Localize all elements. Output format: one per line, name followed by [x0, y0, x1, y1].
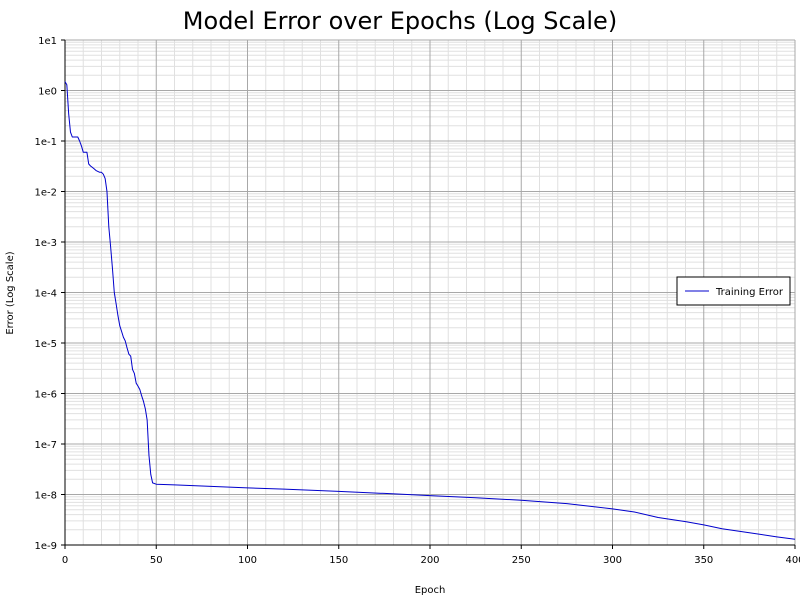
x-tick-label: 250 — [512, 555, 531, 566]
x-axis-ticks: 0 50 100 150 200 250 300 350 400 — [62, 545, 800, 566]
y-axis-ticks: 1e1 1e0 1e-1 1e-2 1e-3 1e-4 1e-5 1e-6 1e-7 1e-8 1e… — [35, 36, 65, 552]
y-axis-label: Error (Log Scale) — [5, 251, 16, 334]
x-tick-label: 50 — [150, 555, 163, 566]
legend-label: Training Error — [715, 287, 784, 298]
y-tick-label: 1e-9 — [35, 541, 58, 552]
y-tick-label: 1e-2 — [35, 188, 58, 199]
y-tick-label: 1e0 — [38, 87, 57, 98]
x-tick-label: 300 — [603, 555, 622, 566]
y-tick-label: 1e-1 — [35, 137, 58, 148]
y-tick-label: 1e-7 — [35, 440, 58, 451]
y-tick-label: 1e-4 — [35, 289, 58, 300]
x-axis-label: Epoch — [415, 585, 446, 596]
y-tick-label: 1e-6 — [35, 390, 58, 401]
x-tick-label: 350 — [694, 555, 713, 566]
major-grid — [65, 39, 796, 545]
y-tick-label: 1e-8 — [35, 491, 58, 502]
x-tick-label: 100 — [238, 555, 257, 566]
y-tick-label: 1e-3 — [35, 238, 58, 249]
chart-title: Model Error over Epochs (Log Scale) — [183, 7, 617, 35]
x-tick-label: 150 — [329, 555, 348, 566]
series-line-training-error — [64, 81, 796, 540]
x-tick-label: 200 — [420, 555, 439, 566]
x-tick-label: 400 — [785, 555, 800, 566]
series-layer — [64, 81, 796, 540]
legend: Training Error — [676, 276, 791, 306]
x-tick-label: 0 — [62, 555, 68, 566]
y-tick-label: 1e-5 — [35, 339, 58, 350]
y-tick-label: 1e1 — [38, 36, 57, 47]
